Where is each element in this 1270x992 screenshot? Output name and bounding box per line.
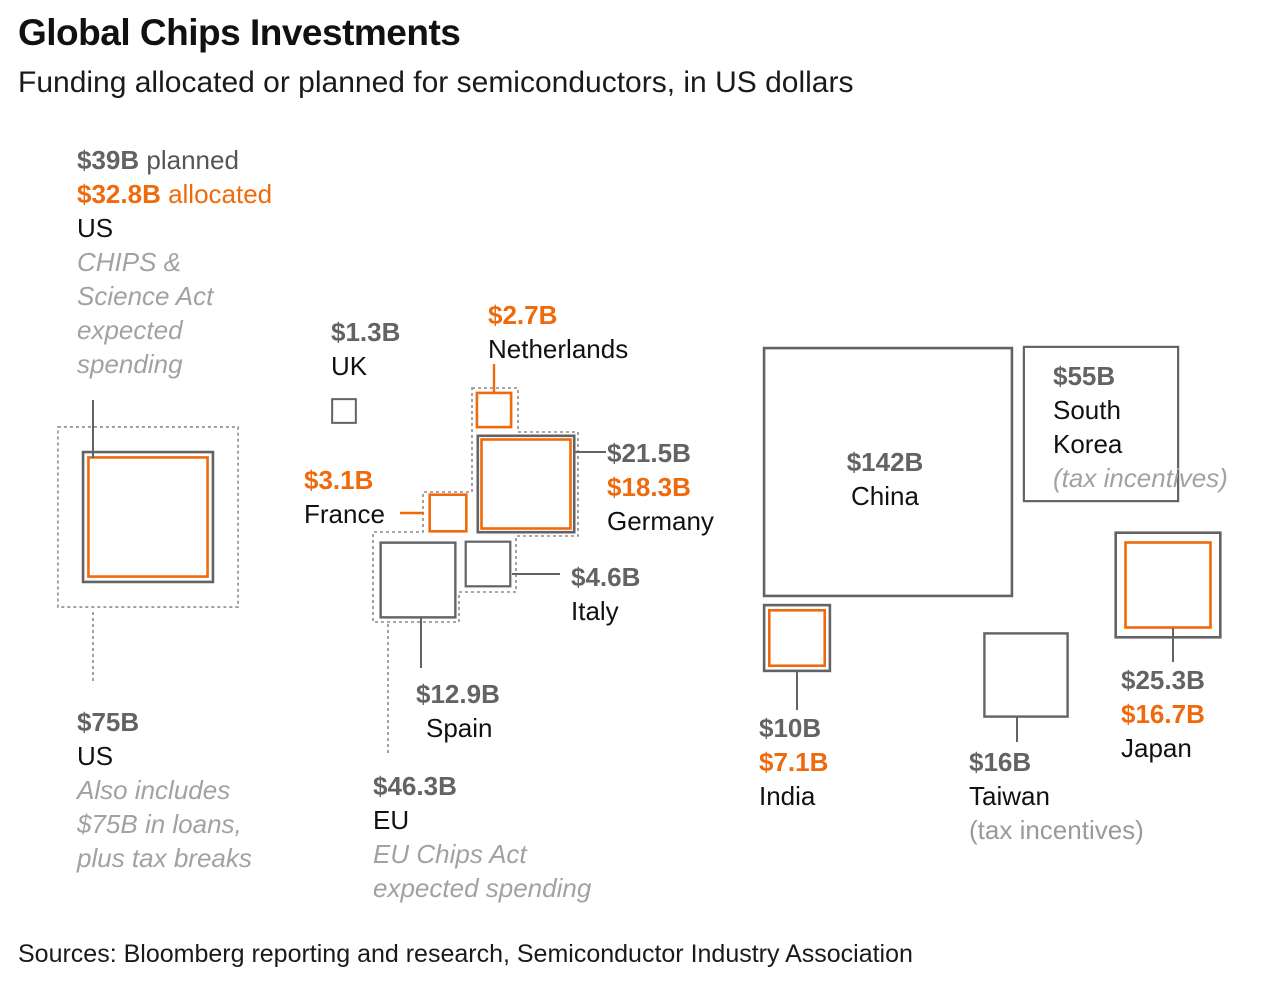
south-korea-region-line: Korea xyxy=(1053,429,1123,459)
spain-label: $12.9B Spain xyxy=(416,677,500,745)
eu-note-line: expected spending xyxy=(373,873,592,903)
us-total-note-line: $75B in loans, xyxy=(77,809,242,839)
germany-region: Germany xyxy=(607,506,714,536)
us-total-note-line: Also includes xyxy=(77,775,231,805)
uk-planned-square xyxy=(331,398,357,424)
us-chips-planned-square xyxy=(81,450,215,584)
eu-region: EU xyxy=(373,805,410,835)
us-chips-allocated-value: $32.8B xyxy=(77,179,161,209)
india-allocated-square xyxy=(767,608,827,668)
italy-label: $4.6B Italy xyxy=(571,560,640,628)
us-total-note-line: plus tax breaks xyxy=(77,843,252,873)
us-chips-planned-suffix: planned xyxy=(139,145,239,175)
india-planned-value: $10B xyxy=(759,713,822,743)
us-chips-planned-value: $39B xyxy=(77,145,140,175)
us-chips-region: US xyxy=(77,213,114,243)
chart-subtitle: Funding allocated or planned for semicon… xyxy=(18,66,854,99)
india-label: $10B $7.1B India xyxy=(759,711,828,813)
south-korea-note: (tax incentives) xyxy=(1053,463,1228,493)
japan-planned-value: $25.3B xyxy=(1121,665,1205,695)
taiwan-note: (tax incentives) xyxy=(969,815,1144,845)
japan-allocated-value: $16.7B xyxy=(1121,699,1205,729)
eu-value: $46.3B xyxy=(373,771,457,801)
spain-value: $12.9B xyxy=(416,679,500,709)
japan-allocated-square xyxy=(1124,541,1212,629)
germany-label: $21.5B $18.3B Germany xyxy=(607,436,714,538)
france-allocated-square xyxy=(428,493,468,533)
netherlands-label: $2.7B Netherlands xyxy=(488,298,628,366)
france-region: France xyxy=(304,499,385,529)
us-chips-allocated-suffix: allocated xyxy=(160,179,273,209)
taiwan-label: $16B Taiwan (tax incentives) xyxy=(969,745,1144,847)
us-chips-note-line: expected xyxy=(77,315,183,345)
us-chips-note-line: CHIPS & xyxy=(77,247,182,277)
source-note: Sources: Bloomberg reporting and researc… xyxy=(18,940,913,968)
china-region: China xyxy=(851,481,919,511)
germany-allocated-square xyxy=(480,438,572,530)
india-region: India xyxy=(759,781,816,811)
uk-label: $1.3B UK xyxy=(331,315,400,383)
us-chips-note-line: Science Act xyxy=(77,281,214,311)
us-total-region: US xyxy=(77,741,114,771)
us-total-value: $75B xyxy=(77,707,140,737)
us-total-label: $75B US Also includes $75B in loans, plu… xyxy=(77,705,252,875)
china-planned-square xyxy=(762,346,1014,598)
italy-planned-square xyxy=(464,540,512,588)
india-planned-square xyxy=(762,603,832,673)
us-total-group-square xyxy=(57,426,239,608)
china-label: $142B China xyxy=(840,445,930,513)
eu-label: $46.3B EU EU Chips Act expected spending xyxy=(373,769,591,905)
japan-region: Japan xyxy=(1121,733,1192,763)
italy-region: Italy xyxy=(571,596,619,626)
eu-group-outline xyxy=(372,387,579,623)
taiwan-value: $16B xyxy=(969,747,1032,777)
japan-planned-square xyxy=(1114,531,1222,639)
us-chips-allocated-square xyxy=(87,456,209,578)
netherlands-region: Netherlands xyxy=(488,334,629,364)
france-value: $3.1B xyxy=(304,465,374,495)
south-korea-region-line: South xyxy=(1053,395,1121,425)
uk-region: UK xyxy=(331,351,368,381)
spain-region: Spain xyxy=(426,713,493,743)
south-korea-value: $55B xyxy=(1053,361,1116,391)
india-allocated-value: $7.1B xyxy=(759,747,829,777)
netherlands-allocated-square xyxy=(475,391,513,429)
china-value: $142B xyxy=(846,447,924,477)
japan-label: $25.3B $16.7B Japan xyxy=(1121,663,1205,765)
us-chips-note-line: spending xyxy=(77,349,183,379)
south-korea-label: $55B South Korea (tax incentives) xyxy=(1053,359,1228,495)
germany-planned-value: $21.5B xyxy=(607,438,691,468)
taiwan-region: Taiwan xyxy=(969,781,1050,811)
uk-value: $1.3B xyxy=(331,317,401,347)
us-chips-label: $39B planned $32.8B allocated US CHIPS &… xyxy=(77,143,272,381)
spain-planned-square xyxy=(379,541,457,619)
germany-allocated-value: $18.3B xyxy=(607,472,691,502)
france-label: $3.1B France xyxy=(304,463,385,531)
south-korea-planned-square xyxy=(1022,345,1180,503)
germany-planned-square xyxy=(476,434,576,534)
netherlands-value: $2.7B xyxy=(488,300,558,330)
taiwan-planned-square xyxy=(983,632,1069,718)
italy-value: $4.6B xyxy=(571,562,641,592)
chart-title: Global Chips Investments xyxy=(18,12,461,53)
eu-note-line: EU Chips Act xyxy=(373,839,527,869)
